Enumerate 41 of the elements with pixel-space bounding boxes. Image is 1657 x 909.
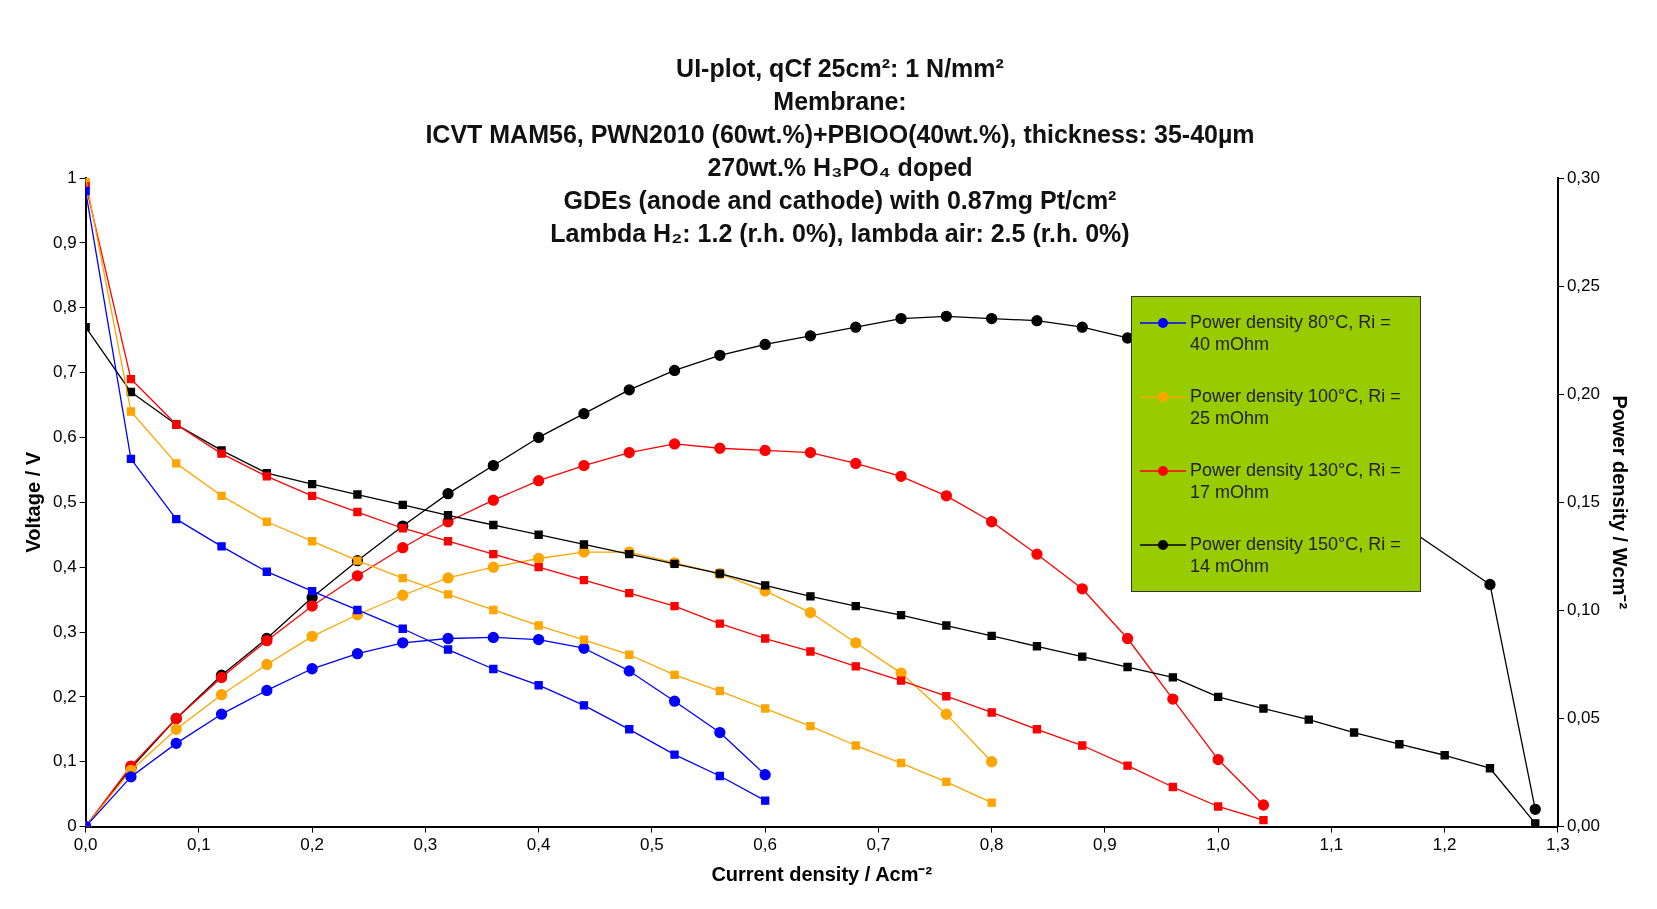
x-tick-label: 1,3 [1546, 835, 1570, 855]
legend-label: Power density 80°C, Ri = 40 mOhm [1190, 311, 1392, 355]
y-axis-title: Voltage / V [21, 451, 44, 553]
x-tick-label: 0,1 [187, 835, 211, 855]
y2-tick-label: 0,30 [1566, 167, 1601, 187]
x-tick-label: 0,5 [640, 835, 664, 855]
y-tick-label: 0,5 [52, 491, 77, 511]
x-tick-label: 0,3 [413, 835, 438, 855]
legend-label: Power density 150°C, Ri = 14 mOhm [1190, 533, 1402, 577]
x-tick-label: 0,6 [753, 835, 777, 855]
legend-label: Power density 130°C, Ri = 17 mOhm [1190, 459, 1402, 503]
y-tick-label: 0,8 [52, 297, 77, 317]
x-tick-label: 1,0 [1206, 835, 1230, 855]
y-tick-label: 0,3 [52, 621, 77, 641]
x-tick-label: 0,4 [526, 835, 551, 855]
x-tick-label: 0,9 [1093, 835, 1117, 855]
y-tick-label: 1 [67, 167, 77, 187]
chart-title: UI-plot, qCf 25cm²: 1 N/mm² [675, 53, 1005, 84]
chart-subtitle: Membrane: ICVT MAM56, PWN2010 (60wt.%)+PBIOO(40wt.%), thickness: 35-40µm 270wt.% H₃PO₄ doped GDEs (anode and cathode) with 0.87mg Pt/cm² Lambda H₂: 1.2 (r.h. 0%), lambda air: 2.5 (r.h. 0%) [424, 86, 1256, 249]
legend-label: Power density 100°C, Ri = 25 mOhm [1190, 385, 1402, 429]
y-tick-label: 0,9 [52, 232, 77, 252]
x-axis-title: Current density / Acm⁻² [711, 862, 933, 885]
y2-tick-label: 0,10 [1566, 600, 1601, 620]
x-tick-label: 0,0 [73, 835, 98, 855]
y-tick-label: 0,7 [52, 362, 77, 382]
y-tick-label: 0,4 [52, 556, 77, 576]
y2-tick-label: 0,20 [1566, 383, 1601, 403]
y-tick-label: 0,1 [52, 751, 77, 771]
x-tick-label: 0,8 [979, 835, 1004, 855]
y2-tick-label: 0,05 [1566, 708, 1601, 728]
x-tick-label: 1,2 [1432, 835, 1457, 855]
y-tick-label: 0 [67, 816, 77, 836]
y2-tick-label: 0,15 [1566, 491, 1601, 511]
y-tick-label: 0,6 [52, 427, 77, 447]
x-tick-label: 1,1 [1319, 835, 1344, 855]
x-tick-label: 0,7 [866, 835, 891, 855]
y2-tick-label: 0,25 [1566, 275, 1601, 295]
x-tick-label: 0,2 [300, 835, 324, 855]
y-tick-label: 0,2 [52, 686, 77, 706]
y2-axis-title: Power density / Wcm⁻² [1609, 395, 1632, 610]
y2-tick-label: 0,00 [1566, 816, 1601, 836]
